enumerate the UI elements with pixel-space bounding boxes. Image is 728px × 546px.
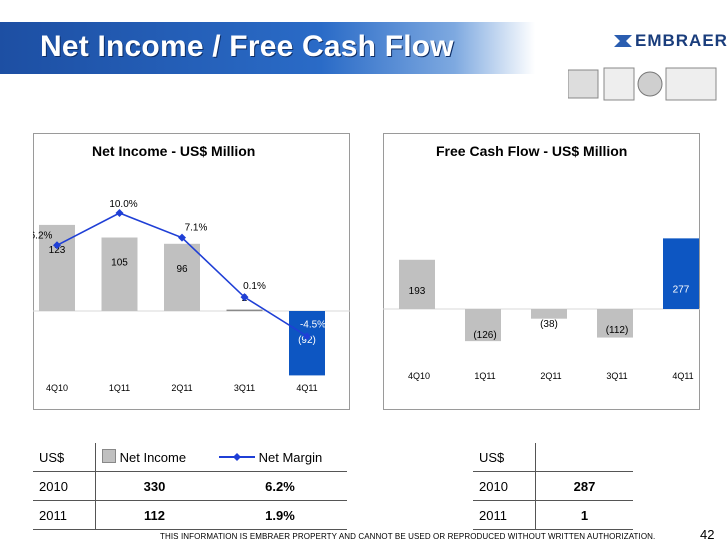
bar-free-cash-flow xyxy=(597,309,633,338)
bar-net-income xyxy=(164,243,200,311)
row-year: 2010 xyxy=(479,478,508,494)
row-year: 2010 xyxy=(39,478,68,494)
bar-label: (112) xyxy=(606,325,629,336)
table-header-empty xyxy=(535,443,633,472)
bar-label: 105 xyxy=(111,258,128,269)
bar-free-cash-flow xyxy=(531,309,567,319)
x-tick-label: 4Q10 xyxy=(46,383,68,393)
row-fcf: 287 xyxy=(535,471,633,501)
net-margin-label: -4.5% xyxy=(300,319,326,330)
free-cash-flow-table: US$ 2010 287 2011 1 xyxy=(473,443,633,530)
bar-label: (92) xyxy=(298,335,316,346)
table-header-row: US$ Net Income Net Margin xyxy=(33,443,347,472)
bar-label: (126) xyxy=(473,330,496,341)
row-net-income: 330 xyxy=(95,471,213,501)
table-row: 2010 330 6.2% xyxy=(33,471,347,501)
net-income-chart: 1234Q101051Q11962Q1123Q11(92)4Q116.2%10.… xyxy=(33,199,350,393)
bar-label: (38) xyxy=(540,319,558,330)
bar-free-cash-flow xyxy=(465,309,501,342)
x-tick-label: 4Q11 xyxy=(672,371,693,381)
free-cash-flow-panel: Free Cash Flow - US$ Million xyxy=(383,133,700,410)
net-margin-point xyxy=(53,241,61,250)
embraer-logo-icon xyxy=(614,35,632,47)
table-currency-label: US$ xyxy=(39,449,65,465)
table-currency-label: US$ xyxy=(479,449,505,465)
footer-disclaimer: THIS INFORMATION IS EMBRAER PROPERTY AND… xyxy=(160,532,656,541)
net-margin-label: 6.2% xyxy=(33,230,53,241)
row-net-income: 112 xyxy=(95,500,213,530)
net-margin-label: 7.1% xyxy=(185,223,208,234)
legend-net-margin: Net Margin xyxy=(213,443,347,472)
bar-label: 123 xyxy=(49,245,66,256)
listing-badges-icon xyxy=(568,67,717,101)
net-margin-label: 0.1% xyxy=(243,281,266,292)
row-year: 2011 xyxy=(479,507,507,523)
x-tick-label: 1Q11 xyxy=(474,371,495,381)
legend-net-income-label: Net Income xyxy=(119,450,187,465)
net-income-table: US$ Net Income Net Margin 2010 330 6.2% … xyxy=(33,443,347,530)
bar-free-cash-flow xyxy=(663,238,699,309)
bar-net-income xyxy=(226,309,263,312)
page-number: 42 xyxy=(700,527,715,542)
row-year: 2011 xyxy=(39,507,67,523)
page-title: Net Income / Free Cash Flow xyxy=(40,30,454,63)
bar-free-cash-flow xyxy=(399,259,435,309)
x-tick-label: 1Q11 xyxy=(109,383,130,393)
fcf-chart-title: Free Cash Flow - US$ Million xyxy=(436,143,628,159)
x-tick-label: 3Q11 xyxy=(606,371,627,381)
bar-label: 96 xyxy=(176,264,188,275)
table-row: 2010 287 xyxy=(473,471,633,501)
header: Net Income / Free Cash Flow EMBRAER xyxy=(0,0,728,105)
x-tick-label: 4Q11 xyxy=(296,383,317,393)
title-bar xyxy=(0,22,535,74)
net-margin-point xyxy=(240,293,249,302)
x-tick-label: 2Q11 xyxy=(171,383,192,393)
net-income-chart-title: Net Income - US$ Million xyxy=(92,143,256,159)
table-row: 2011 112 1.9% xyxy=(33,500,347,530)
legend-net-margin-label: Net Margin xyxy=(258,449,323,465)
legend-net-income: Net Income xyxy=(95,443,213,472)
row-net-margin: 1.9% xyxy=(265,507,295,523)
bar-net-income xyxy=(289,311,325,376)
legend-line-swatch xyxy=(219,452,255,461)
x-tick-label: 4Q10 xyxy=(408,371,430,381)
bar-net-income xyxy=(101,237,138,311)
bar-label: 193 xyxy=(409,286,426,297)
x-tick-label: 3Q11 xyxy=(234,383,255,393)
free-cash-flow-chart: 193 4Q10 (126) 1Q11 (38) 2Q11 (112) 3Q11 277 4Q11 xyxy=(383,238,700,381)
row-net-margin: 6.2% xyxy=(265,478,295,494)
bar-label: 277 xyxy=(673,284,690,295)
x-tick-label: 2Q11 xyxy=(540,371,561,381)
row-fcf: 1 xyxy=(535,500,633,530)
table-header-row: US$ xyxy=(473,443,633,472)
net-margin-point xyxy=(178,233,186,242)
net-margin-label: 10.0% xyxy=(109,199,137,210)
table-row: 2011 1 xyxy=(473,500,633,530)
legend-bar-swatch xyxy=(102,449,116,463)
net-margin-point xyxy=(303,332,311,341)
net-margin-point xyxy=(115,209,124,217)
brand-name: EMBRAER xyxy=(635,31,728,50)
